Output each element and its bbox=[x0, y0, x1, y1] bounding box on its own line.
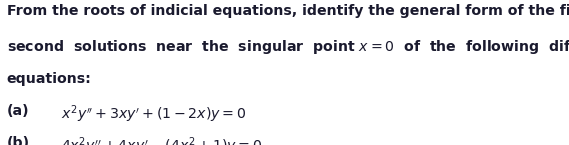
Text: equations:: equations: bbox=[7, 72, 92, 87]
Text: (b): (b) bbox=[7, 136, 30, 145]
Text: From the roots of indicial equations, identify the general form of the first and: From the roots of indicial equations, id… bbox=[7, 4, 569, 18]
Text: second  solutions  near  the  singular  point $x = 0$  of  the  following  diffe: second solutions near the singular point… bbox=[7, 38, 569, 56]
Text: $x^2y'' + 3xy' + (1 - 2x)y = 0$: $x^2y'' + 3xy' + (1 - 2x)y = 0$ bbox=[61, 104, 246, 125]
Text: $4x^2y'' + 4xy' - (4x^2 + 1)y = 0$: $4x^2y'' + 4xy' - (4x^2 + 1)y = 0$ bbox=[61, 136, 262, 145]
Text: (a): (a) bbox=[7, 104, 30, 118]
